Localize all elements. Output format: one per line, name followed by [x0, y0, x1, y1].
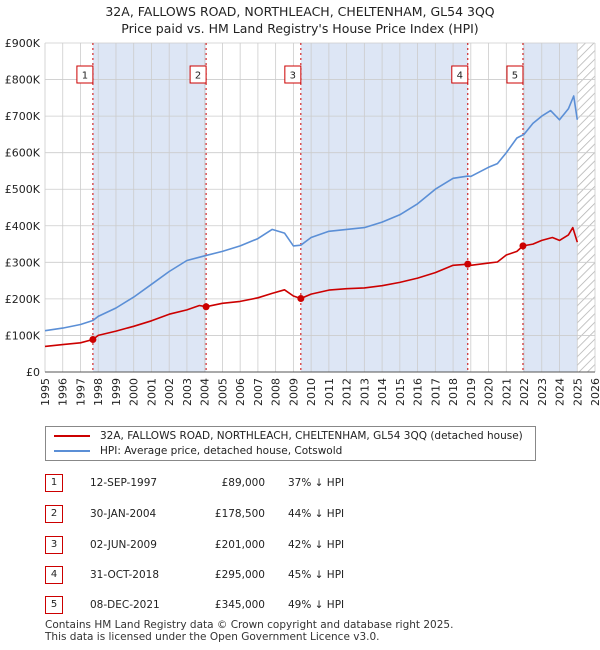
x-tick-label: 2025 [571, 378, 584, 406]
x-tick-label: 2020 [483, 378, 496, 406]
transaction-price: £345,000 [214, 599, 265, 611]
x-tick-label: 2007 [252, 378, 265, 406]
x-tick-label: 2022 [518, 378, 531, 406]
y-tick-label: £700K [5, 110, 41, 123]
y-tick-label: £0 [26, 366, 40, 379]
x-tick-label: 2000 [128, 378, 141, 406]
shaded-band [522, 43, 578, 372]
footer-copyright: Contains HM Land Registry data © Crown c… [45, 619, 454, 631]
price-chart: 1 2 3 4 5 £0 £100K £200K £300K £400K £500K £600K £70… [5, 37, 600, 406]
transaction-date: 02-JUN-2009 [90, 539, 157, 551]
sale-number-label: 5 [512, 71, 518, 82]
x-tick-label: 1995 [39, 378, 52, 406]
y-tick-label: £800K [5, 74, 41, 87]
transaction-hpi-diff: 42% ↓ HPI [288, 539, 345, 551]
transaction-badge: 5 [45, 596, 63, 614]
y-tick-label: £500K [5, 183, 41, 196]
x-tick-label: 2010 [305, 378, 318, 406]
legend-swatch-hpi [54, 450, 90, 452]
transaction-date: 31-OCT-2018 [90, 569, 159, 581]
x-tick-label: 2016 [412, 378, 425, 406]
y-tick-label: £100K [5, 329, 41, 342]
sale-point [519, 242, 527, 250]
x-tick-label: 1999 [110, 378, 123, 406]
transaction-badge: 4 [45, 566, 63, 584]
sale-number-box [76, 65, 94, 84]
x-tick-label: 2019 [465, 378, 478, 406]
transaction-date: 08-DEC-2021 [90, 599, 160, 611]
transaction-badge: 3 [45, 536, 63, 554]
x-tick-label: 1996 [57, 378, 70, 406]
sale-number-label: 1 [82, 71, 88, 82]
x-tick-label: 1998 [92, 378, 105, 406]
x-tick-label: 2021 [500, 378, 513, 406]
y-tick-label: £400K [5, 220, 41, 233]
y-tick-label: £900K [5, 37, 41, 50]
shaded-band [92, 43, 207, 372]
footer-licence: This data is licensed under the Open Gov… [45, 630, 380, 643]
x-tick-label: 2023 [536, 378, 549, 406]
transaction-hpi-diff: 45% ↓ HPI [288, 569, 345, 581]
y-tick-label: £600K [5, 147, 41, 160]
x-tick-label: 2012 [341, 378, 354, 406]
sale-number-label: 3 [290, 71, 296, 82]
transaction-hpi-diff: 44% ↓ HPI [288, 508, 345, 520]
x-tick-label: 2009 [287, 378, 300, 406]
sale-number-label: 2 [195, 71, 201, 82]
transaction-date: 12-SEP-1997 [90, 477, 158, 489]
legend-label-property: 32A, FALLOWS ROAD, NORTHLEACH, CHELTENHA… [100, 430, 523, 442]
sale-number-label: 4 [457, 71, 463, 82]
x-tick-label: 2008 [270, 378, 283, 406]
sale-number-box [284, 65, 302, 84]
legend: 32A, FALLOWS ROAD, NORTHLEACH, CHELTENHA… [45, 426, 536, 461]
shaded-band [300, 43, 468, 372]
sale-point [464, 260, 472, 268]
transaction-price: £89,000 [221, 477, 265, 489]
x-tick-label: 2003 [181, 378, 194, 406]
sale-number-box [506, 65, 524, 84]
sale-number-box [451, 65, 469, 84]
chart-title-line-1: 32A, FALLOWS ROAD, NORTHLEACH, CHELTENHA… [105, 4, 495, 19]
sale-number-box [189, 65, 207, 84]
x-tick-label: 2004 [199, 378, 212, 406]
x-tick-label: 1997 [74, 378, 87, 406]
x-tick-label: 2002 [163, 378, 176, 406]
legend-item-hpi: HPI: Average price, detached house, Cots… [54, 444, 342, 459]
x-tick-label: 2015 [394, 378, 407, 406]
x-tick-label: 2005 [216, 378, 229, 406]
transaction-date: 30-JAN-2004 [90, 508, 157, 520]
footer: Contains HM Land Registry data © Crown c… [45, 619, 454, 643]
chart-title-line-2: Price paid vs. HM Land Registry's House … [121, 21, 479, 36]
forecast-hatch [577, 43, 595, 372]
transaction-badge: 1 [45, 474, 63, 492]
y-tick-label: £200K [5, 293, 41, 306]
chart-title: 32A, FALLOWS ROAD, NORTHLEACH, CHELTENHA… [0, 3, 600, 37]
x-tick-label: 2013 [358, 378, 371, 406]
x-tick-label: 2006 [234, 378, 247, 406]
sale-point [202, 303, 210, 311]
sale-point [297, 295, 305, 303]
transaction-hpi-diff: 49% ↓ HPI [288, 599, 345, 611]
x-tick-label: 2014 [376, 378, 389, 406]
legend-swatch-property [54, 435, 90, 437]
transaction-price: £178,500 [214, 508, 265, 520]
x-tick-label: 2024 [554, 378, 567, 406]
x-tick-label: 2018 [447, 378, 460, 406]
hpi-line [44, 95, 579, 332]
x-tick-label: 2001 [145, 378, 158, 406]
transaction-price: £201,000 [214, 539, 265, 551]
x-tick-label: 2026 [589, 378, 600, 406]
x-tick-label: 2017 [429, 378, 442, 406]
legend-label-hpi: HPI: Average price, detached house, Cots… [100, 445, 343, 457]
transaction-badge: 2 [45, 505, 63, 523]
transaction-hpi-diff: 37% ↓ HPI [288, 477, 345, 489]
x-tick-label: 2011 [323, 378, 336, 406]
legend-item-property: 32A, FALLOWS ROAD, NORTHLEACH, CHELTENHA… [54, 429, 523, 444]
transaction-price: £295,000 [214, 569, 265, 581]
y-tick-label: £300K [5, 256, 41, 269]
sale-point [89, 335, 97, 343]
